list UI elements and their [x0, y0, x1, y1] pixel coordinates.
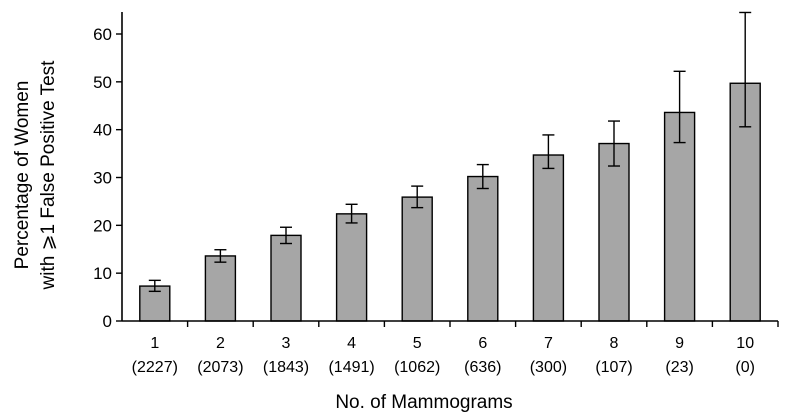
sample-size-label: (107) — [595, 359, 632, 376]
x-tick-label: 3 — [282, 335, 291, 352]
sample-size-label: (1062) — [394, 359, 440, 376]
x-tick-label: 10 — [736, 335, 754, 352]
y-tick-label: 30 — [93, 169, 112, 188]
sample-size-label: (636) — [464, 359, 501, 376]
y-tick-label: 0 — [103, 312, 112, 331]
sample-size-label: (300) — [530, 359, 567, 376]
bar — [467, 175, 499, 322]
bar — [335, 213, 368, 322]
x-tick-label: 4 — [347, 335, 356, 352]
y-axis-title-line: with ⩾1 False Positive Test — [38, 60, 59, 291]
x-axis: 1 (2227) 2 (2073) 3 (1843) 4 (1491) 5 (1062) 6 (636… — [122, 320, 779, 376]
y-axis-title-line: Percentage of Women — [12, 81, 33, 270]
sample-size-label: (2227) — [132, 359, 178, 376]
y-axis-title: Percentage of Women with ⩾1 False Positiv… — [12, 60, 59, 291]
bar — [532, 154, 565, 322]
x-tick-label: 9 — [675, 335, 684, 352]
error-bars — [148, 11, 752, 293]
y-tick-label: 50 — [93, 73, 112, 92]
sample-size-label: (1843) — [263, 359, 309, 376]
bar — [204, 255, 237, 322]
sample-size-label: (23) — [665, 359, 693, 376]
y-tick-label: 20 — [93, 216, 112, 235]
bar — [598, 142, 630, 322]
bar — [270, 234, 302, 322]
y-tick-label: 40 — [93, 121, 112, 140]
y-tick-label: 10 — [93, 264, 112, 283]
x-tick-label: 7 — [544, 335, 553, 352]
y-axis: 0 10 20 30 40 50 60 — [93, 12, 123, 331]
sample-size-label: (0) — [735, 359, 755, 376]
x-tick-label: 6 — [478, 335, 487, 352]
bars — [139, 82, 761, 322]
x-tick-label: 5 — [413, 335, 422, 352]
x-tick-label: 2 — [216, 335, 225, 352]
bar — [663, 111, 696, 322]
sample-size-label: (1491) — [328, 359, 374, 376]
x-tick-label: 8 — [610, 335, 619, 352]
bar — [401, 196, 433, 322]
x-axis-title: No. of Mammograms — [335, 392, 512, 413]
y-tick-label: 60 — [93, 25, 112, 44]
sample-size-label: (2073) — [197, 359, 243, 376]
x-tick-label: 1 — [150, 335, 159, 352]
